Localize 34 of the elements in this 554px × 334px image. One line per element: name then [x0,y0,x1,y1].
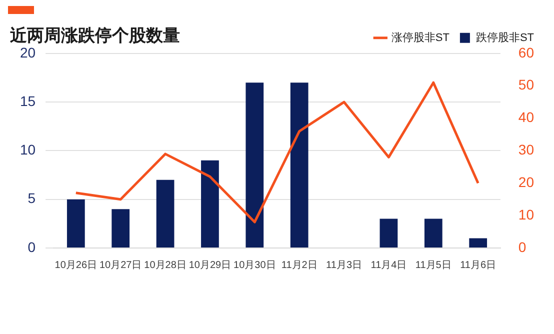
y2-tick-label: 10 [518,206,534,222]
x-tick-label: 11月5日 [415,260,452,271]
bar [156,180,174,248]
chart-title: 近两周涨跌停个股数量 [9,26,180,45]
bar [424,218,442,248]
y2-tick-label: 50 [518,76,534,93]
y-tick-label: 5 [28,190,36,206]
y2-tick-label: 30 [518,142,534,158]
x-tick-label: 11月3日 [326,260,362,271]
legend-label: 涨停股非ST [391,30,450,44]
y-tick-label: 10 [20,142,36,158]
bar [290,82,308,248]
x-tick-label: 10月26日 [54,260,98,271]
y2-tick-label: 60 [518,44,534,60]
y2-tick-label: 0 [518,238,526,255]
x-tick-label: 10月30日 [234,260,276,271]
x-tick-label: 10月28日 [144,260,186,271]
bar [112,209,130,248]
bar [66,199,85,248]
x-tick-label: 11月2日 [281,260,318,271]
x-tick-label: 11月6日 [460,260,496,271]
y-tick-label: 0 [28,238,36,255]
bar [380,218,398,248]
y-tick-label: 20 [20,44,36,60]
y-tick-label: 15 [20,92,36,109]
legend-label: 跌停股非ST [476,30,534,44]
x-tick-label: 10月27日 [99,260,142,271]
y2-tick-label: 40 [518,109,534,126]
x-tick-label: 10月29日 [188,260,232,271]
y2-tick-label: 20 [518,174,534,190]
bar [469,238,488,248]
bar [246,82,264,248]
x-tick-label: 11月4日 [370,260,407,271]
bar [201,160,219,248]
